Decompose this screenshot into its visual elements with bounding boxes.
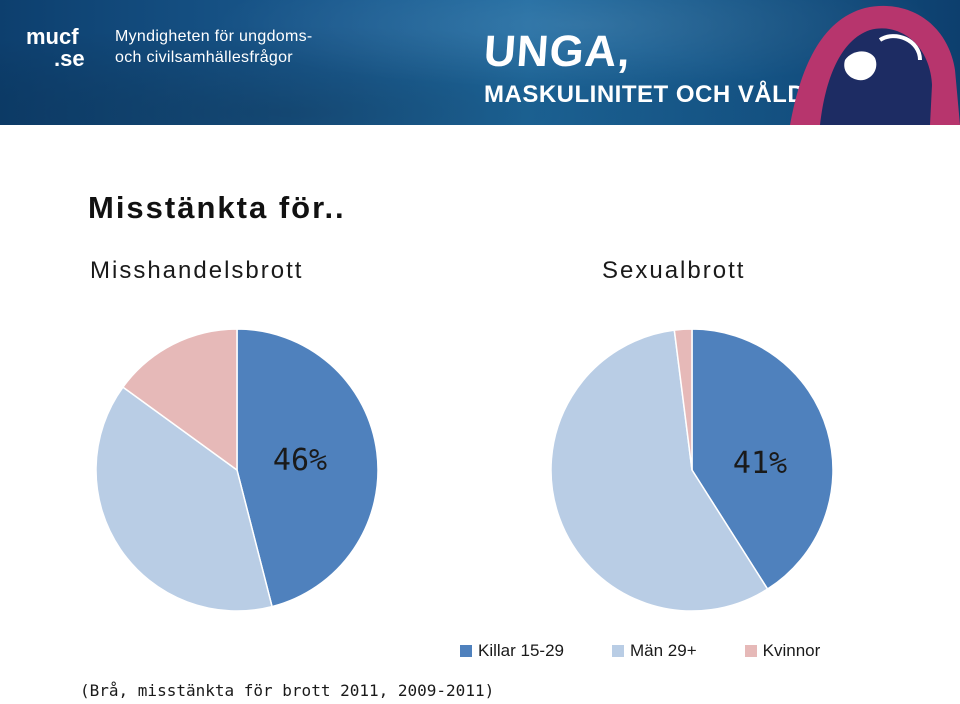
pie-data-label: 46% [273,443,327,478]
agency-name: Myndigheten för ungdoms- och civilsamhäl… [115,28,313,66]
campaign-subtitle: MASKULINITET OCH VÅLD! [484,81,814,108]
pie-chart-sexualbrott: 41% [550,328,834,612]
legend-swatch-killar [460,645,472,657]
pie-slice-man [550,329,769,612]
pie-slice-kvinnor [673,328,693,471]
legend-item-killar: Killar 15-29 [460,641,564,661]
chart-title-sexualbrott: Sexualbrott [602,257,746,284]
slide-title: Misstänkta för.. [88,190,346,225]
legend-swatch-man [612,645,624,657]
pie-data-label: 41% [733,446,787,481]
legend-swatch-kvinnor [744,645,757,657]
pie-slice-killar [691,328,834,591]
pie-slice-kvinnor [121,328,238,472]
hooded-figure-illustration [790,5,960,125]
chart-legend: Killar 15-29 Män 29+ Kvinnor [460,641,820,661]
mucf-logo[interactable]: mucf .se [26,24,85,71]
legend-item-kvinnor: Kvinnor [744,641,820,661]
legend-item-man: Män 29+ [612,641,697,661]
pie-slice-man [95,386,273,612]
pie-slice-killar [236,328,379,608]
header-banner: mucf .se Myndigheten för ungdoms- och ci… [0,0,960,125]
source-note: (Brå, misstänkta för brott 2011, 2009-20… [80,681,495,700]
pie-chart-misshandelsbrott: 46% [95,328,379,612]
chart-title-misshandelsbrott: Misshandelsbrott [90,257,304,284]
